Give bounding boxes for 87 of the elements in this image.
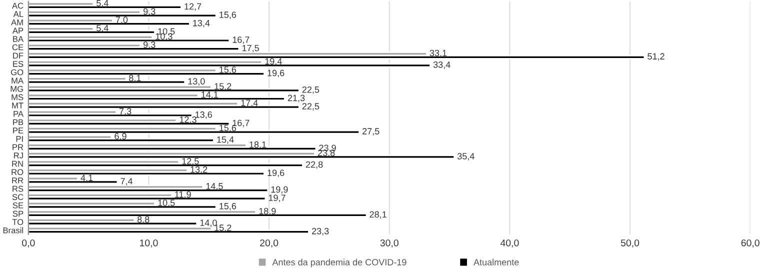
data-label: 22,5 [302,103,320,111]
x-tick-label: 50,0 [620,239,640,248]
data-label: 21,3 [288,94,305,102]
data-label: 7,4 [120,178,133,186]
y-tick-label: CE [12,44,24,50]
data-label: 23,3 [312,228,329,236]
data-label: 22,8 [306,161,323,169]
data-label: 8,1 [129,74,141,82]
y-tick-label: RJ [14,152,23,158]
data-label: 15,4 [217,136,234,144]
y-tick-label: AL [13,11,24,17]
y-tick-label: PA [14,111,24,117]
x-tick-label: 30,0 [380,239,398,248]
data-label: 28,1 [370,211,386,219]
data-label: 13,0 [188,78,205,86]
data-label: 5,4 [96,0,108,8]
x-tick-label: 0,0 [22,239,35,248]
data-label: 19,6 [268,170,284,178]
y-tick-label: PI [16,136,23,142]
data-label: 18,9 [259,208,276,216]
data-label: 9,3 [144,8,156,16]
legend-label: Atualmente [474,258,519,266]
data-label: 15,2 [214,224,232,232]
y-tick-label: ES [13,60,24,67]
y-tick-label: MT [12,102,24,108]
y-tick-label: SE [12,202,24,208]
data-label: 18,1 [250,141,266,149]
data-label: 8,8 [137,216,150,224]
data-label: 33,1 [430,50,447,58]
data-label: 6,9 [114,133,126,141]
y-tick-label: RR [12,178,24,184]
y-tick-label: AP [12,28,24,34]
y-tick-label: BA [13,36,24,42]
legend-label: Antes da pandemia de COVID-19 [272,258,406,268]
y-tick-label: AC [12,2,24,9]
data-label: 7,0 [116,16,128,24]
y-tick-label: DF [13,52,24,58]
data-label: 12,5 [182,158,199,166]
data-label: 12,3 [180,116,196,124]
x-tick-label: 40,0 [500,239,519,248]
data-label: 27,5 [362,128,380,136]
x-tick-label: 60,0 [741,239,760,248]
y-tick-label: MG [10,86,23,92]
y-tick-label: MS [12,94,24,100]
data-label: 35,4 [457,153,474,160]
data-label: 15,2 [214,83,232,91]
data-label: 22,5 [302,86,320,94]
data-label: 19,4 [265,58,282,66]
data-label: 9,3 [144,42,156,49]
data-label: 51,2 [648,53,664,61]
y-tick-label: AM [11,19,23,26]
x-tick-label: 10,0 [140,239,158,248]
data-label: 19,9 [271,186,288,194]
y-tick-label: GO [11,69,24,76]
data-label: 13,2 [190,166,208,174]
data-label: 5,4 [96,24,108,32]
data-label: 13,4 [193,20,210,28]
data-label: 33,4 [433,61,450,69]
data-label: 11,9 [175,191,191,199]
y-tick-label: PE [13,128,24,134]
data-label: 17,4 [241,100,258,108]
data-label: 10,5 [158,200,175,208]
y-tick-label: RN [12,160,23,167]
data-label: 12,7 [184,3,202,11]
data-label: 4,1 [80,174,93,182]
data-label: 19,6 [268,70,284,78]
data-label: 13,6 [196,111,212,119]
y-tick-label: Brasil [3,227,23,234]
y-tick-label: RO [12,169,24,176]
data-label: 15,6 [220,202,236,210]
data-label: 15,6 [220,12,236,20]
data-label: 19,7 [268,194,286,202]
data-label: 17,5 [242,44,259,52]
y-tick-label: PR [12,144,24,150]
data-label: 15,6 [220,66,236,74]
data-label: 14,5 [206,183,223,190]
y-tick-label: PB [13,119,24,126]
y-tick-label: RS [12,186,24,192]
y-tick-label: SC [12,194,24,200]
y-tick-label: MA [12,78,24,84]
y-tick-label: TO [12,219,24,225]
data-label: 7,3 [119,108,132,116]
data-label: 14,1 [202,92,218,99]
y-tick-label: SP [12,210,24,217]
data-label: 16,7 [232,36,250,44]
data-label: 14,0 [200,220,217,228]
x-tick-label: 20,0 [260,239,278,248]
